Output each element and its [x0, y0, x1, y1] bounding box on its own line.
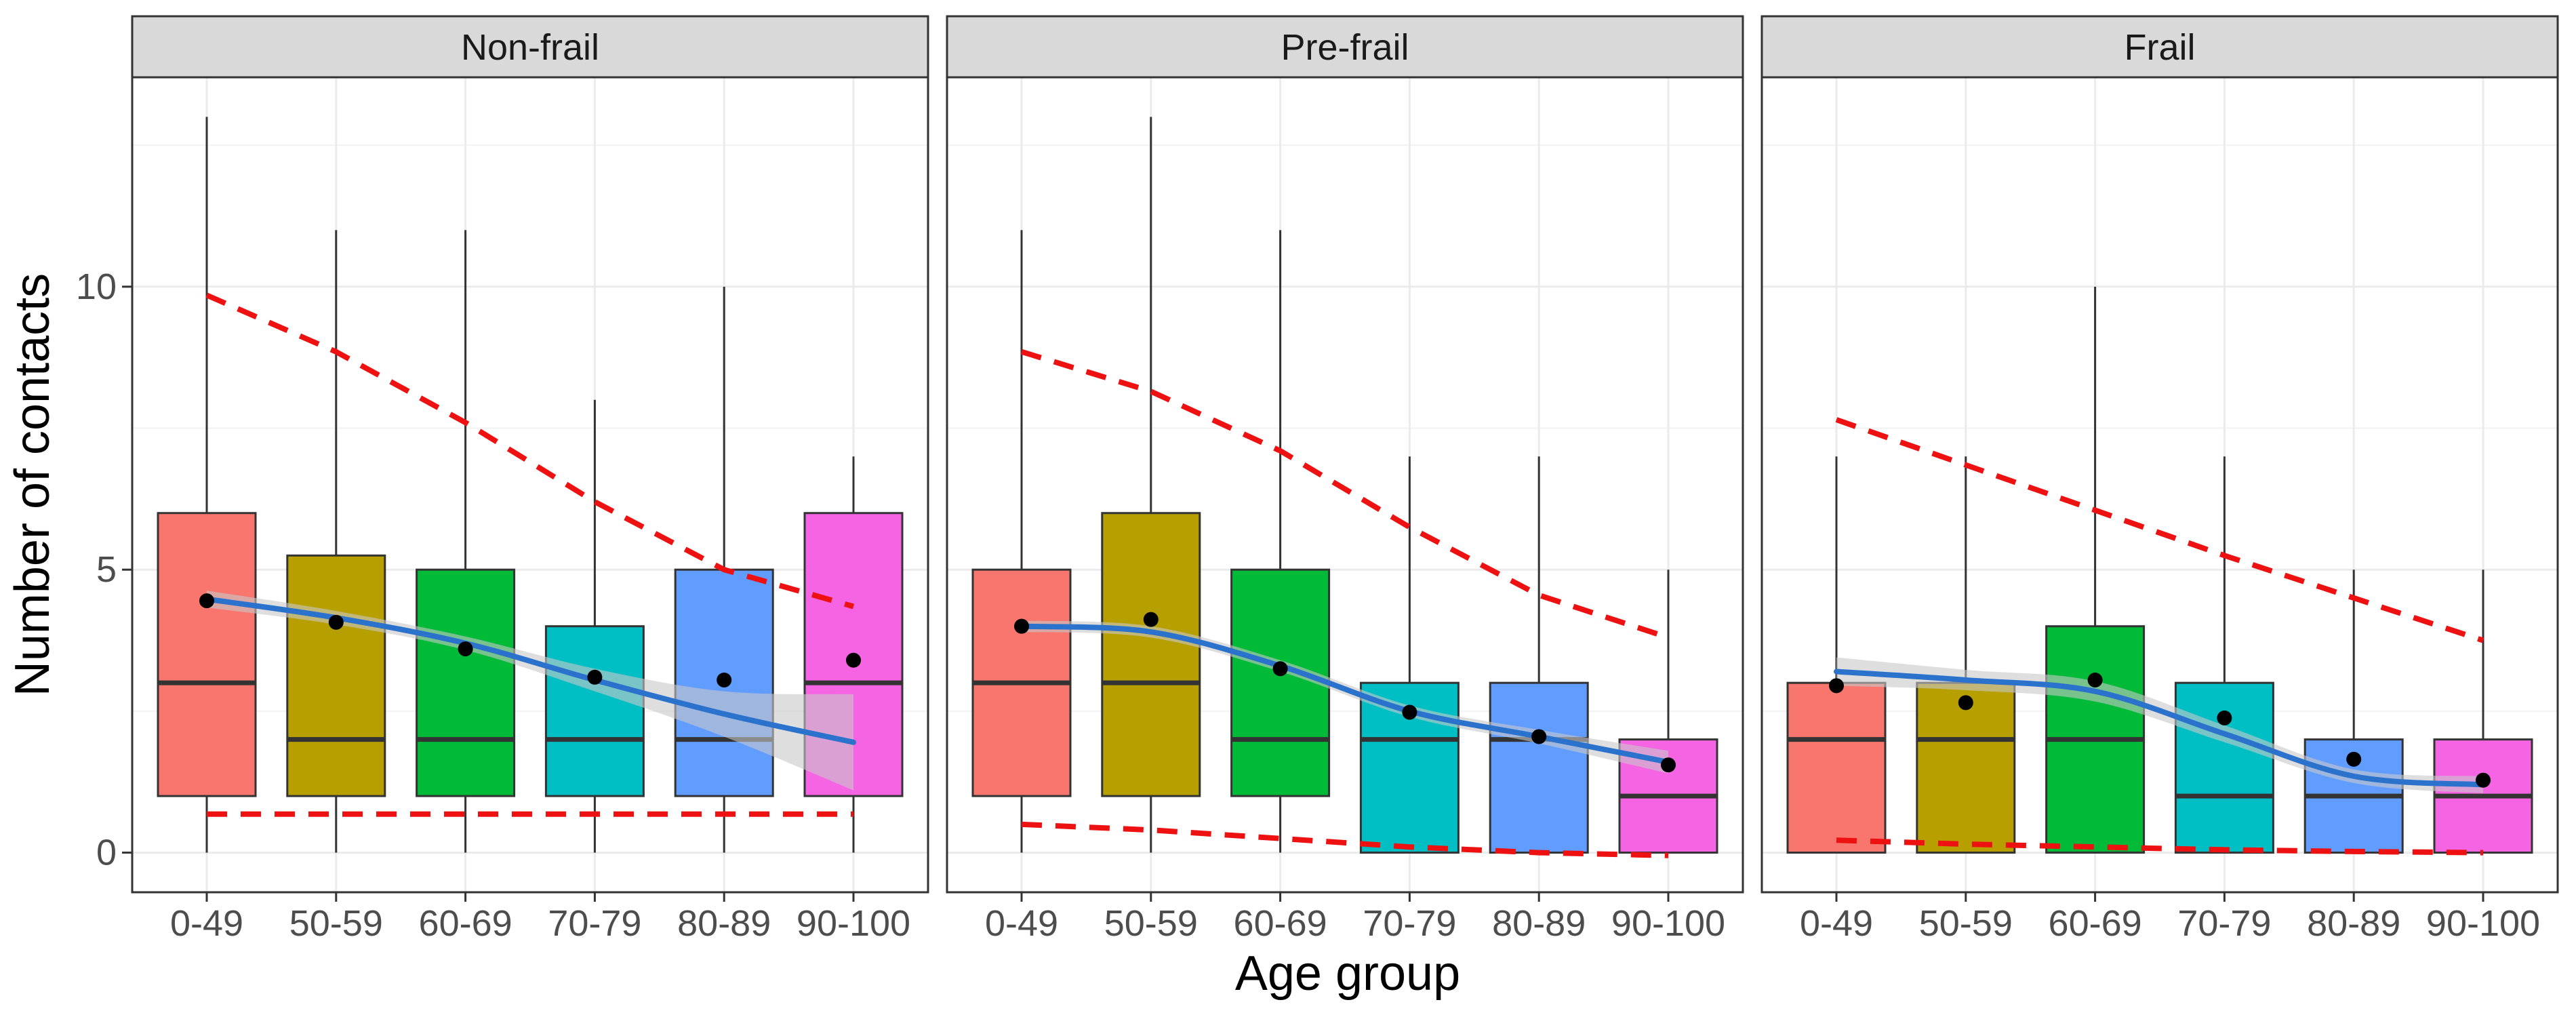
facet-panel-pre-frail: Pre-frail 0-49 50-59 60-69 70-79 80-89 90-100 [946, 15, 1744, 944]
mean-point [1402, 704, 1417, 720]
box-body [1916, 681, 2016, 854]
box-50-59 [1916, 456, 2016, 854]
box-body [1230, 568, 1331, 797]
x-tick-label: 50-59 [1104, 903, 1198, 944]
plot-background [1762, 77, 2558, 892]
upper-dashed-line [1835, 417, 2484, 643]
x-axis-title: Age group [1235, 946, 1460, 1001]
box-body [157, 512, 257, 797]
facet-panel-non-frail: Non-frail 0-49 50-59 60-69 70-79 80-89 90-100 [131, 15, 929, 944]
smooth-trend-line [1019, 623, 1671, 765]
mean-point [328, 614, 344, 630]
x-tick-label: 0-49 [170, 903, 243, 944]
mean-point [2217, 710, 2232, 725]
y-axis-title: Number of contacts [5, 273, 60, 696]
upper-dashed-line [205, 292, 855, 610]
smooth-confidence-band [1836, 657, 2483, 793]
box-70-79 [1359, 456, 1460, 854]
lower-dashed-line [1836, 837, 2484, 856]
panel-border [1760, 76, 2559, 894]
mean-point [458, 641, 473, 657]
box-0-49 [971, 230, 1072, 853]
mean-point [2346, 751, 2362, 767]
x-tick-label: 60-69 [2049, 903, 2142, 944]
facet-strip-label: Non-frail [461, 27, 599, 68]
box-70-79 [544, 399, 645, 853]
smooth-trend-line [204, 596, 856, 745]
y-tick-label: 5 [96, 549, 117, 590]
x-tick-label: 60-69 [1234, 903, 1327, 944]
facet-strip-label: Pre-frail [1281, 27, 1409, 68]
box-body [1786, 681, 1887, 854]
box-60-69 [1230, 230, 1331, 853]
x-tick-label: 90-100 [797, 903, 910, 944]
box-body [286, 554, 386, 797]
y-axis: 0 5 10 [76, 266, 132, 873]
x-tick-label: 50-59 [1919, 903, 2013, 944]
box-body [544, 625, 645, 797]
box-body [1359, 681, 1460, 854]
mean-point [1531, 729, 1547, 744]
mean-point [1143, 612, 1159, 627]
mean-point [2087, 672, 2103, 687]
box-body [1489, 681, 1589, 854]
mean-point [717, 672, 732, 687]
facet-strip [1760, 15, 2559, 79]
box-body [2174, 681, 2274, 854]
box-body [1101, 512, 1201, 797]
x-tick-label: 90-100 [1611, 903, 1725, 944]
lower-dashed-line [1021, 821, 1669, 858]
panel-border [946, 76, 1744, 894]
x-tick-label: 80-89 [2307, 903, 2400, 944]
smooth-trend-line [1834, 669, 2486, 788]
box-50-59 [1101, 117, 1201, 853]
x-tick-label: 60-69 [419, 903, 512, 944]
box-50-59 [286, 230, 386, 853]
y-tick-label: 0 [96, 833, 117, 873]
box-0-49 [157, 117, 257, 853]
x-tick-label: 70-79 [548, 903, 641, 944]
mean-point [2476, 772, 2491, 788]
mean-point [1272, 661, 1288, 677]
y-tick-label: 10 [76, 266, 117, 307]
box-0-49 [1786, 456, 1887, 854]
x-tick-label: 70-79 [1363, 903, 1456, 944]
mean-point [846, 652, 861, 668]
mean-point [1829, 678, 1844, 694]
x-tick-label: 90-100 [2426, 903, 2540, 944]
x-tick-label: 80-89 [677, 903, 771, 944]
mean-point [1661, 757, 1676, 773]
x-tick-label: 0-49 [1800, 903, 1873, 944]
x-tick-label: 70-79 [2177, 903, 2271, 944]
x-tick-label: 0-49 [985, 903, 1058, 944]
mean-point [587, 669, 603, 685]
mean-point [199, 593, 214, 609]
facet-strip [131, 15, 929, 79]
facet-panel-frail: Frail 0-49 50-59 60-69 70-79 80-89 90-100 [1760, 15, 2559, 944]
facet-strip-label: Frail [2125, 27, 2196, 68]
x-tick-label: 50-59 [289, 903, 383, 944]
mean-point [1014, 618, 1029, 634]
box-body [416, 568, 516, 797]
upper-dashed-line [1020, 349, 1670, 641]
facet-strip [946, 15, 1744, 79]
box-60-69 [2045, 286, 2146, 854]
mean-point [1958, 695, 1973, 711]
x-tick-label: 80-89 [1492, 903, 1586, 944]
smooth-confidence-band [1022, 620, 1668, 774]
panel-border [131, 76, 929, 894]
box-60-69 [416, 230, 516, 853]
